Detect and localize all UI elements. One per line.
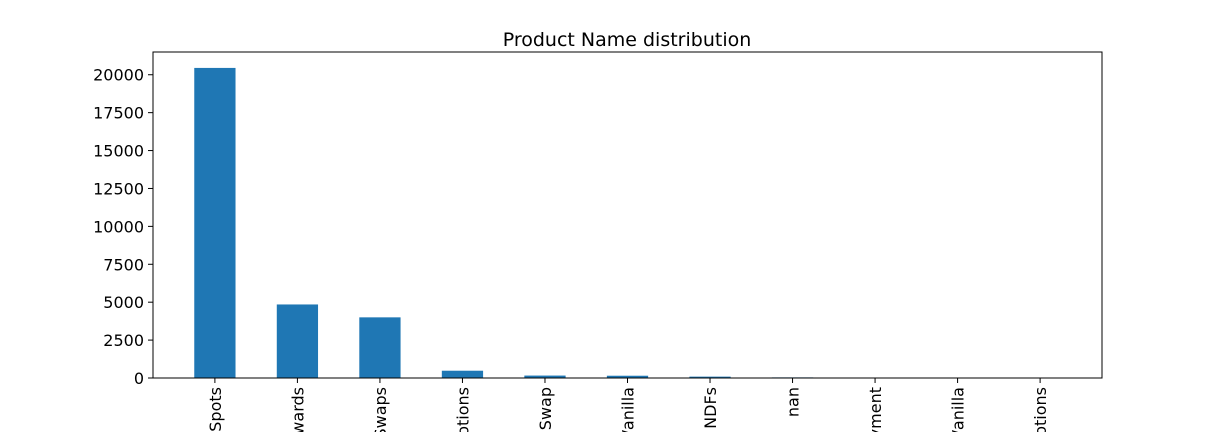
x-tick-label: /anilla xyxy=(619,387,638,432)
y-tick-label: 15000 xyxy=(93,142,144,161)
bar xyxy=(524,375,566,378)
y-tick-label: 7500 xyxy=(103,255,144,274)
x-axis: Spots wards Swaps otions Swap/anilla NDFs nan y… xyxy=(206,378,1050,432)
y-tick-label: 2500 xyxy=(103,331,144,350)
y-tick-label: 12500 xyxy=(93,179,144,198)
x-tick-label: Spots xyxy=(206,387,225,432)
bar xyxy=(276,304,319,378)
plot-frame xyxy=(152,51,1103,379)
x-tick-label: NDFs xyxy=(701,387,720,429)
x-tick-label: wards xyxy=(288,387,307,432)
bars xyxy=(194,67,1061,378)
bar xyxy=(606,375,649,378)
bar xyxy=(194,67,236,378)
y-tick-label: 5000 xyxy=(103,293,144,312)
y-axis: 0 2500 5000 7500 10000 12500 15000 17500 20000 xyxy=(93,66,153,388)
y-tick-label: 20000 xyxy=(93,66,144,85)
x-tick-label: nan xyxy=(784,387,803,417)
y-tick-label: 17500 xyxy=(93,104,144,123)
y-tick-label: 0 xyxy=(134,369,144,388)
y-tick-label: 10000 xyxy=(93,217,144,236)
x-tick-label: /anilla xyxy=(949,387,968,432)
bar xyxy=(441,370,484,378)
bar xyxy=(359,317,401,378)
bar xyxy=(689,376,731,378)
x-tick-label: yment xyxy=(866,387,885,432)
x-tick-label: Swaps xyxy=(371,387,390,432)
x-tick-label: otions xyxy=(1031,387,1050,432)
x-tick-label: otions xyxy=(453,387,472,432)
x-tick-label: Swap xyxy=(536,387,555,430)
chart-title: Product Name distribution xyxy=(503,29,752,51)
